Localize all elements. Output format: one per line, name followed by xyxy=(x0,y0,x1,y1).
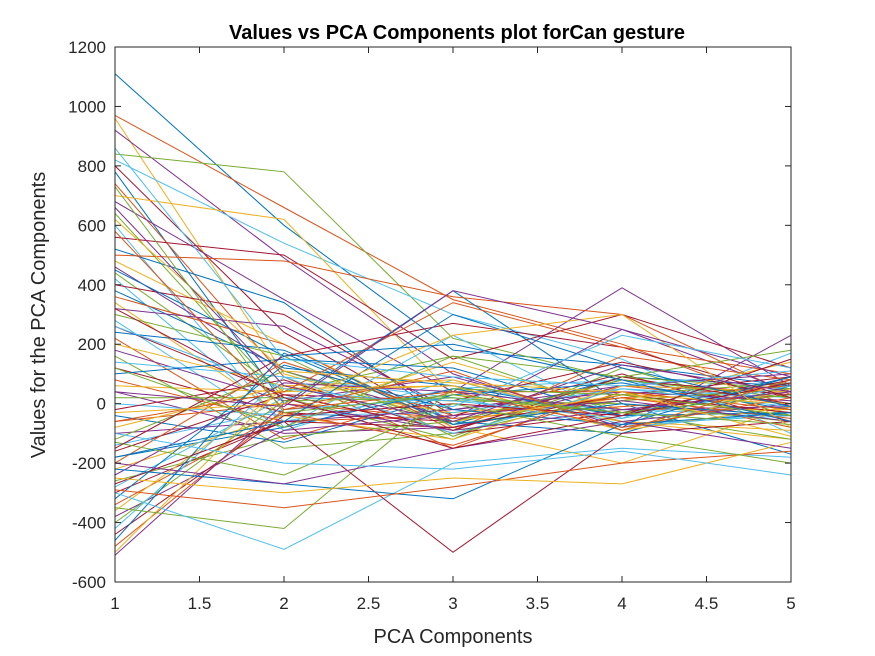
x-tick-label: 1.5 xyxy=(188,594,212,613)
series-line-62 xyxy=(114,376,792,529)
series-line-77 xyxy=(114,322,792,449)
series-line-73 xyxy=(114,441,792,494)
series-line-45 xyxy=(114,379,792,431)
y-tick-label: 600 xyxy=(78,216,106,235)
y-axis-label: Values for the PCA Components xyxy=(28,172,50,458)
series-line-86 xyxy=(114,230,792,431)
y-tick-label: 1200 xyxy=(68,38,106,57)
x-tick-label: 4.5 xyxy=(695,594,719,613)
series-line-90 xyxy=(114,147,792,387)
series-line-88 xyxy=(114,207,792,423)
series-line-71 xyxy=(114,412,792,500)
y-tick-label: 400 xyxy=(78,276,106,295)
series-line-87 xyxy=(114,219,792,437)
x-axis-ticks: 1 1.5 2 2.5 3 3.5 4 4.5 5 xyxy=(110,47,796,613)
series-line-1 xyxy=(114,73,792,387)
series-line-65 xyxy=(114,391,792,547)
series-line-76 xyxy=(114,432,792,476)
x-tick-label: 2.5 xyxy=(357,594,381,613)
series-line-81 xyxy=(114,290,792,408)
series-line-36 xyxy=(114,358,792,417)
x-tick-label: 3.5 xyxy=(526,594,550,613)
series-line-82 xyxy=(114,349,792,428)
series-line-68 xyxy=(114,388,792,530)
y-tick-label: 800 xyxy=(78,157,106,176)
y-tick-label: 1000 xyxy=(68,97,106,116)
y-tick-label: 200 xyxy=(78,335,106,354)
y-tick-label: -400 xyxy=(72,514,106,533)
x-axis-label: PCA Components xyxy=(374,626,533,648)
y-tick-label: -600 xyxy=(72,573,106,592)
series-line-57 xyxy=(114,364,792,500)
x-tick-label: 3 xyxy=(448,594,457,613)
series-line-70 xyxy=(114,420,792,553)
series-line-85 xyxy=(114,269,792,422)
series-line-16 xyxy=(114,254,792,396)
x-tick-label: 4 xyxy=(617,594,626,613)
y-axis-ticks: -600 -400 -200 0 200 400 600 800 1000 1200 xyxy=(68,38,791,592)
x-tick-label: 2 xyxy=(279,594,288,613)
series-line-2 xyxy=(114,114,792,408)
series-line-69 xyxy=(114,447,792,550)
series-line-67 xyxy=(114,391,792,556)
series-lines xyxy=(114,73,792,556)
series-line-84 xyxy=(114,308,792,449)
series-line-75 xyxy=(114,403,792,476)
series-line-80 xyxy=(114,313,792,428)
y-tick-label: -200 xyxy=(72,454,106,473)
x-tick-label: 1 xyxy=(110,594,119,613)
y-tick-label: 0 xyxy=(97,395,106,414)
series-line-56 xyxy=(114,394,792,494)
series-line-14 xyxy=(114,236,792,369)
series-line-89 xyxy=(114,186,792,425)
x-tick-label: 5 xyxy=(786,594,795,613)
series-line-64 xyxy=(114,352,792,541)
chart-title: Values vs PCA Components plot forCan ges… xyxy=(229,22,685,44)
